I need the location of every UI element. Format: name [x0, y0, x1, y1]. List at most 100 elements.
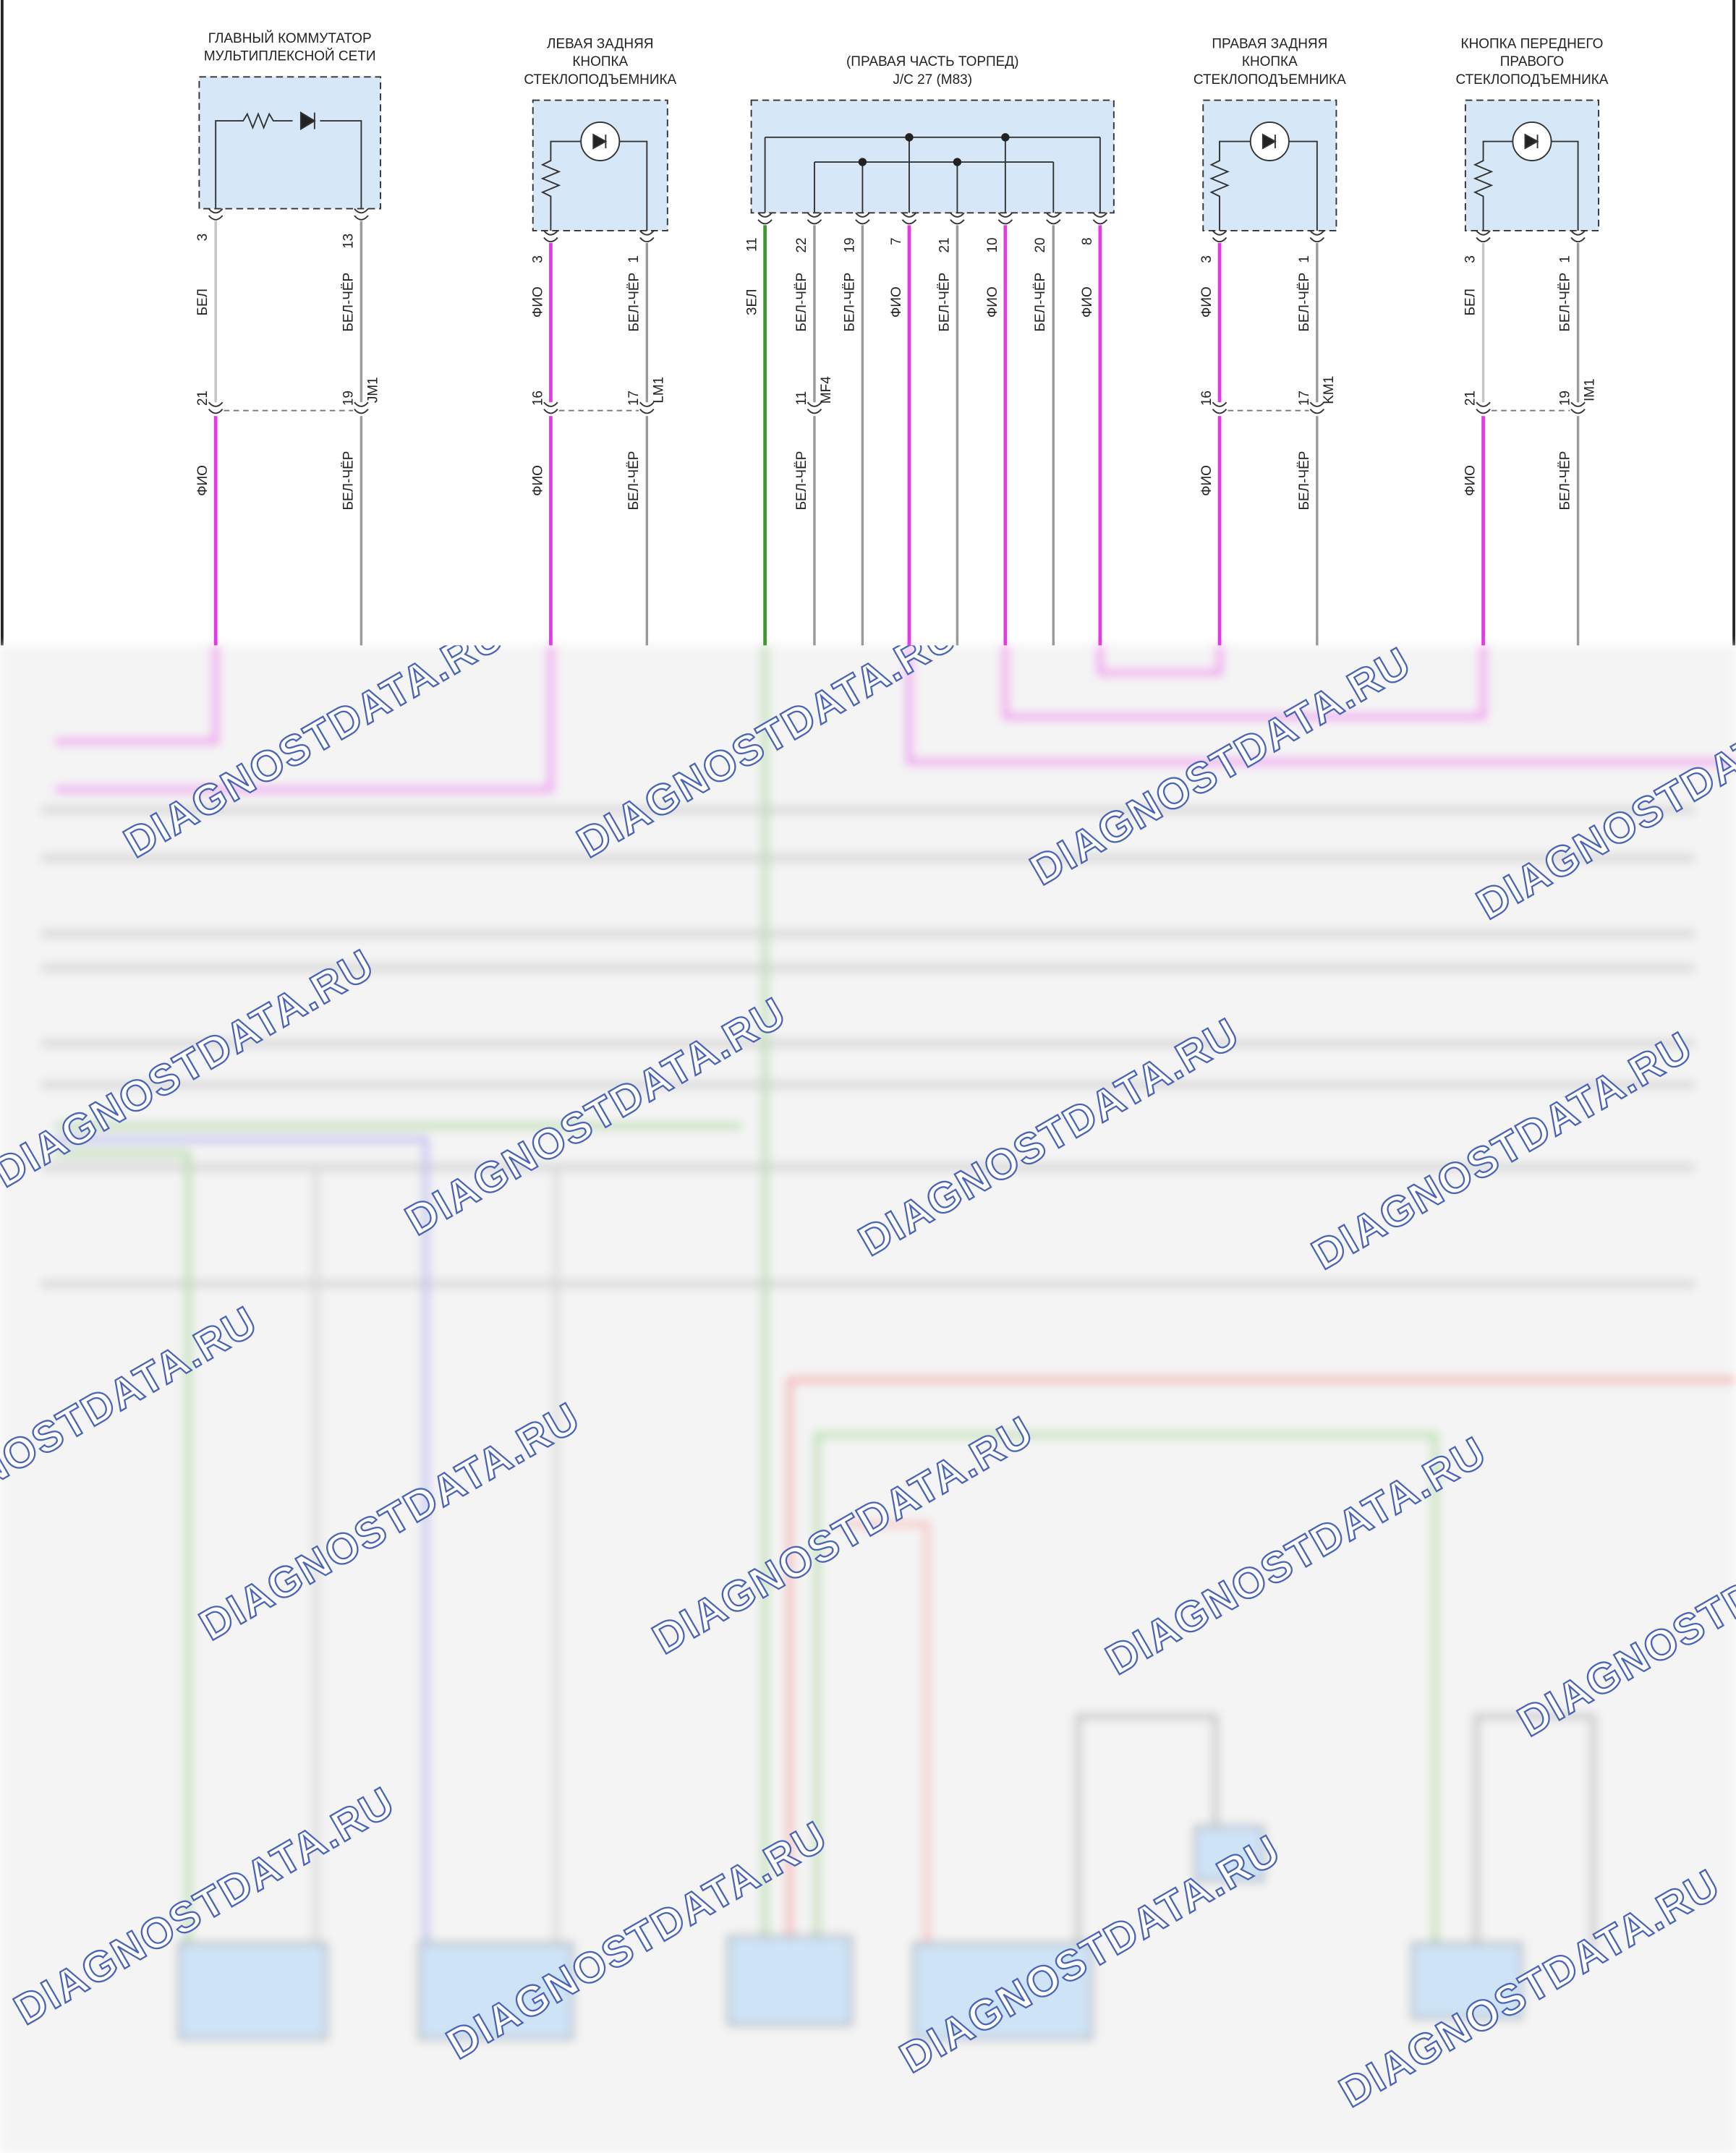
connector-terminal — [543, 230, 558, 243]
component-title: ПРАВАЯ ЗАДНЯЯ — [1212, 36, 1327, 51]
blur-box — [1194, 1825, 1265, 1883]
junction — [1001, 133, 1010, 142]
connector-terminal — [1046, 212, 1061, 225]
pin-number: 21 — [937, 237, 952, 252]
wire-color: БЕЛ-ЧЁР — [794, 451, 809, 511]
connector-terminal — [901, 212, 917, 225]
blur-wire — [1074, 1713, 1220, 1951]
wire-color: БЕЛ-ЧЁР — [1558, 451, 1573, 511]
pin-number: 3 — [530, 255, 545, 263]
wire-color: ФИО — [1199, 465, 1214, 496]
wire-color: БЕЛ-ЧЁР — [1297, 451, 1312, 511]
component-title: МУЛЬТИПЛЕКСНОЙ СЕТИ — [204, 48, 376, 64]
blur-wire — [55, 1150, 192, 1951]
pin-number: 7 — [889, 237, 904, 245]
connector-pin: 19 — [341, 391, 356, 406]
connector-terminal — [639, 230, 655, 243]
component: КНОПКА ПЕРЕДНЕГО ПРАВОГО СТЕКЛОПОДЪЕМНИКА 2… — [1456, 36, 1609, 646]
wire-color: БЕЛ-ЧЁР — [937, 273, 952, 332]
blur-wires — [55, 645, 1736, 1951]
connector-pin: 21 — [195, 391, 210, 406]
pin-number: 3 — [195, 234, 210, 242]
blur-box — [912, 1942, 1093, 2040]
component-box — [750, 99, 1115, 214]
blur-wire — [1097, 645, 1223, 677]
pin-number: 10 — [985, 237, 1000, 252]
connector-pin: 19 — [1558, 391, 1573, 406]
connector-terminal — [639, 401, 655, 414]
blur-box — [417, 1942, 574, 2040]
component-title: ПРАВОГО — [1500, 54, 1564, 69]
component: ПРАВАЯ ЗАДНЯЯ КНОПКА СТЕКЛОПОДЪЕМНИКА 16 ФИО… — [1194, 36, 1346, 646]
connector-terminal — [855, 212, 870, 225]
connector-pin: 16 — [530, 391, 545, 406]
pin-number: 3 — [1463, 255, 1478, 263]
wire-color: БЕЛ — [195, 289, 210, 316]
pin-number: 1 — [1297, 255, 1312, 263]
connector-name: MF4 — [819, 376, 834, 404]
connector-terminal — [757, 212, 773, 225]
connector-name: JM1 — [366, 377, 381, 403]
connector-terminal — [1570, 230, 1586, 243]
wire-color: БЕЛ-ЧЁР — [626, 273, 642, 332]
connector-terminal — [354, 401, 369, 414]
junction — [858, 158, 867, 166]
connector-terminal — [950, 212, 965, 225]
component-title: КНОПКА — [1242, 54, 1298, 69]
blurred-lower-area — [0, 645, 1736, 2153]
connector-terminal — [1092, 212, 1108, 225]
wire-color: БЕЛ-ЧЁР — [794, 273, 809, 332]
pin-number: 3 — [1199, 255, 1214, 263]
connector-terminal — [997, 212, 1013, 225]
wire-color: БЕЛ-ЧЁР — [341, 451, 356, 511]
component: (ПРАВАЯ ЧАСТЬ ТОРПЕД) J/C 27 (M83) 11 ЗЕЛ 11… — [745, 54, 1115, 646]
connector-terminal — [1212, 401, 1227, 414]
wire-color: ФИО — [985, 286, 1000, 317]
connector-terminal — [807, 212, 822, 225]
connector-pin: 17 — [626, 391, 642, 406]
blur-wire — [786, 1376, 1736, 1951]
blur-boxes — [177, 1825, 1523, 2040]
pin-number: 11 — [745, 237, 760, 252]
component-title: СТЕКЛОПОДЪЕМНИКА — [1194, 72, 1346, 88]
connector-terminal — [1309, 230, 1325, 243]
connector-terminal — [1309, 401, 1325, 414]
blur-box — [726, 1935, 853, 2026]
wire-color: БЕЛ-ЧЁР — [341, 273, 356, 332]
junction — [905, 133, 914, 142]
blur-bg — [0, 645, 1736, 2153]
switch-circuit — [215, 112, 362, 209]
connector-terminal — [807, 401, 822, 414]
connector-name: IM1 — [1583, 378, 1598, 401]
pin-number: 20 — [1033, 237, 1048, 252]
pin-number: 1 — [626, 255, 642, 263]
wire-color: БЕЛ — [1463, 289, 1478, 316]
switch-circuit — [1209, 140, 1318, 231]
wire-color: ФИО — [1199, 286, 1214, 317]
connector-pin: 16 — [1199, 391, 1214, 406]
connector-terminal — [208, 208, 224, 221]
pin-number: 13 — [341, 234, 356, 249]
wire-color: ФИО — [195, 465, 210, 496]
wire-color: ЗЕЛ — [745, 289, 760, 315]
wire-color: БЕЛ-ЧЁР — [1297, 273, 1312, 332]
connector-pin: 11 — [794, 391, 809, 406]
component-title: ЛЕВАЯ ЗАДНЯЯ — [547, 36, 653, 51]
wire-color: ФИО — [889, 286, 904, 317]
led — [299, 111, 316, 131]
component-box — [1202, 99, 1337, 231]
connector-terminal — [543, 401, 558, 414]
component-title: (ПРАВАЯ ЧАСТЬ ТОРПЕД) — [846, 54, 1018, 69]
connector-terminal — [1212, 230, 1227, 243]
wire-color: БЕЛ-ЧЁР — [626, 451, 642, 511]
blur-box — [1410, 1942, 1523, 2020]
switch-circuit — [540, 140, 648, 231]
blur-wire — [55, 1136, 430, 1951]
wire-color: БЕЛ-ЧЁР — [1033, 273, 1048, 332]
component-title: J/C 27 (M83) — [893, 72, 972, 88]
switch-circuit — [1473, 140, 1579, 231]
blur-bands — [41, 806, 1695, 1288]
component-title: КНОПКА — [572, 54, 628, 69]
blur-wire — [814, 1431, 1439, 1951]
